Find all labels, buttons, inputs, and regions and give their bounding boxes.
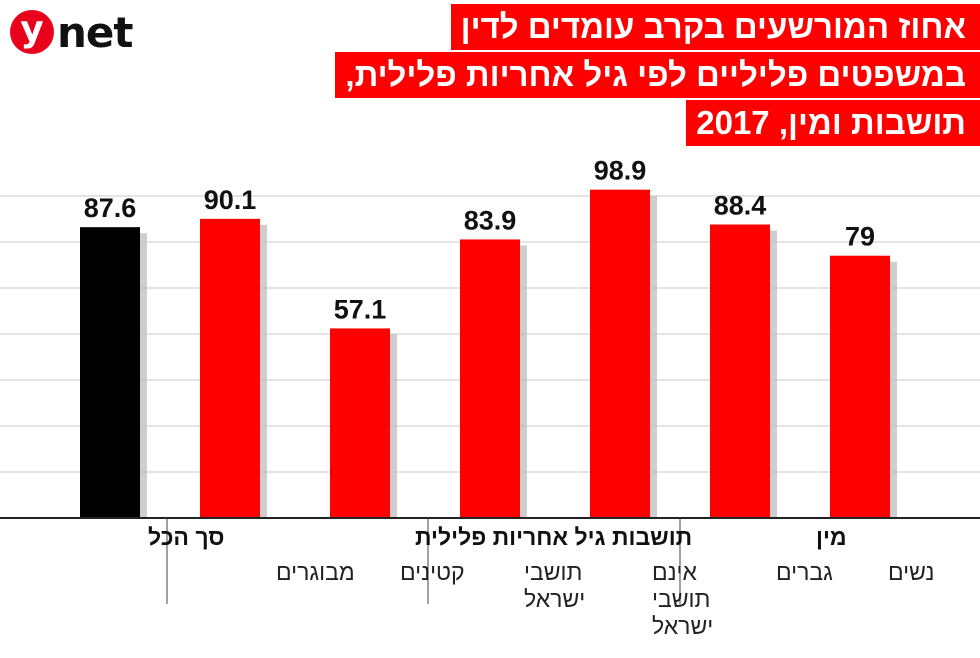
category-label: אינם (652, 559, 698, 585)
bar (830, 255, 890, 518)
data-label: 83.9 (464, 205, 517, 235)
category-label: ישראל (652, 613, 713, 639)
category-label: גברים (776, 559, 833, 585)
logo-letter: y (10, 10, 54, 54)
bar (710, 224, 770, 518)
bar (80, 227, 140, 518)
data-label: 88.4 (714, 191, 767, 221)
data-label: 87.6 (84, 193, 137, 223)
data-label: 79 (845, 222, 875, 252)
logo-word: net (57, 7, 133, 57)
bar (330, 328, 390, 518)
category-label: נשים (888, 559, 934, 585)
group-label: סך הכל (148, 524, 224, 550)
group-label: תושבות (612, 524, 692, 550)
group-label: מין (816, 524, 847, 550)
data-label: 57.1 (334, 294, 387, 324)
category-label: ישראל (524, 586, 585, 612)
chart-title-line-3: תושבות ומין, 2017 (686, 100, 980, 146)
bar (460, 239, 520, 518)
ynet-logo: y net (10, 6, 133, 58)
category-label: תושבי (652, 586, 710, 612)
group-label: גיל אחריות פלילית (415, 524, 606, 550)
category-label: קטינים (400, 559, 465, 585)
data-label: 98.9 (594, 156, 647, 186)
category-label: תושבי (524, 559, 582, 585)
chart-title-line-1: אחוז המורשעים בקרב עומדים לדין (450, 4, 980, 50)
bar (200, 218, 260, 519)
chart-title-line-2: במשפטים פליליים לפי גיל אחריות פלילית, (335, 52, 980, 98)
bar (590, 189, 650, 519)
category-label: מבוגרים (276, 559, 355, 585)
data-label: 90.1 (204, 185, 257, 215)
